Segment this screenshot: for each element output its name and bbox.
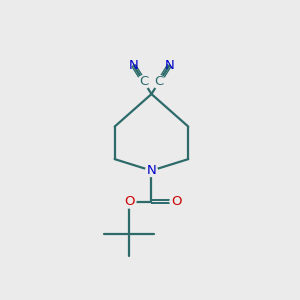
Text: C: C (154, 76, 164, 88)
Circle shape (123, 195, 136, 208)
Circle shape (137, 76, 150, 88)
Text: C: C (139, 76, 148, 88)
Text: O: O (124, 195, 135, 208)
Circle shape (146, 165, 158, 176)
Circle shape (152, 76, 166, 88)
Text: N: N (147, 164, 156, 177)
Text: N: N (164, 59, 174, 72)
Text: N: N (129, 59, 138, 72)
Circle shape (170, 195, 183, 208)
Text: O: O (171, 195, 182, 208)
